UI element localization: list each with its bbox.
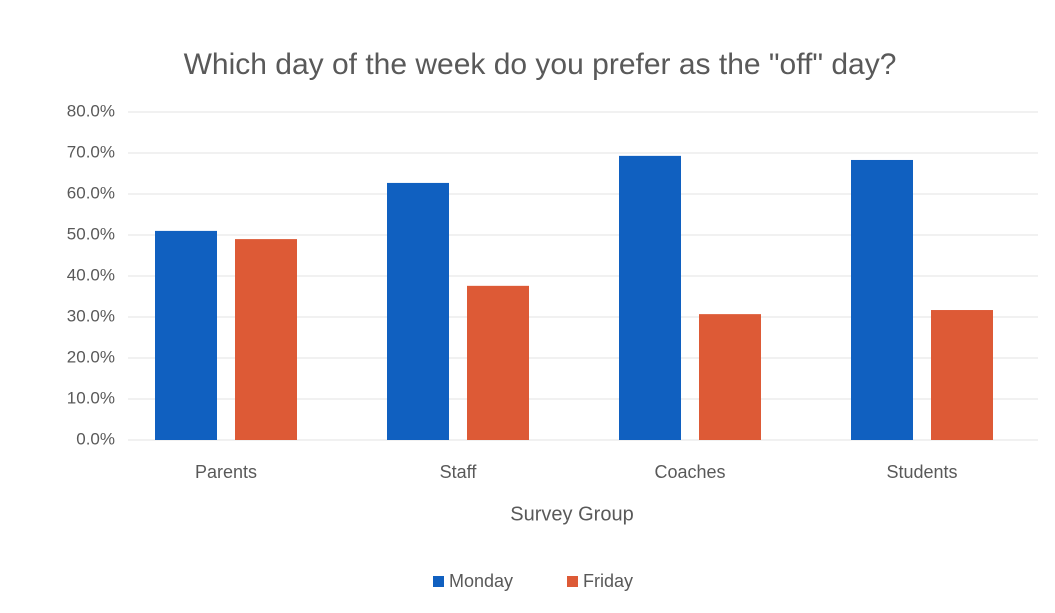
x-tick-label: Coaches — [654, 462, 725, 482]
y-tick-label: 70.0% — [67, 142, 115, 161]
x-axis-label: Survey Group — [510, 503, 633, 525]
y-tick-label: 50.0% — [67, 224, 115, 243]
x-tick-label: Staff — [440, 462, 478, 482]
y-tick-label: 30.0% — [67, 306, 115, 325]
y-tick-label: 40.0% — [67, 265, 115, 284]
x-tick-label: Students — [886, 462, 957, 482]
bar — [155, 230, 217, 440]
bar — [619, 155, 681, 440]
legend-label: Friday — [583, 571, 633, 591]
bar — [931, 310, 993, 440]
bar — [851, 159, 913, 440]
legend-swatch — [567, 576, 578, 587]
legend-label: Monday — [449, 571, 513, 591]
legend-swatch — [433, 576, 444, 587]
chart-title: Which day of the week do you prefer as t… — [184, 48, 897, 81]
x-tick-label: Parents — [195, 462, 257, 482]
y-tick-label: 80.0% — [67, 101, 115, 120]
bar — [235, 239, 297, 440]
y-tick-label: 10.0% — [67, 388, 115, 407]
y-tick-label: 0.0% — [76, 429, 115, 448]
bar — [387, 182, 449, 440]
bar — [467, 285, 529, 440]
y-tick-label: 60.0% — [67, 183, 115, 202]
bar — [699, 314, 761, 440]
y-tick-label: 20.0% — [67, 347, 115, 366]
